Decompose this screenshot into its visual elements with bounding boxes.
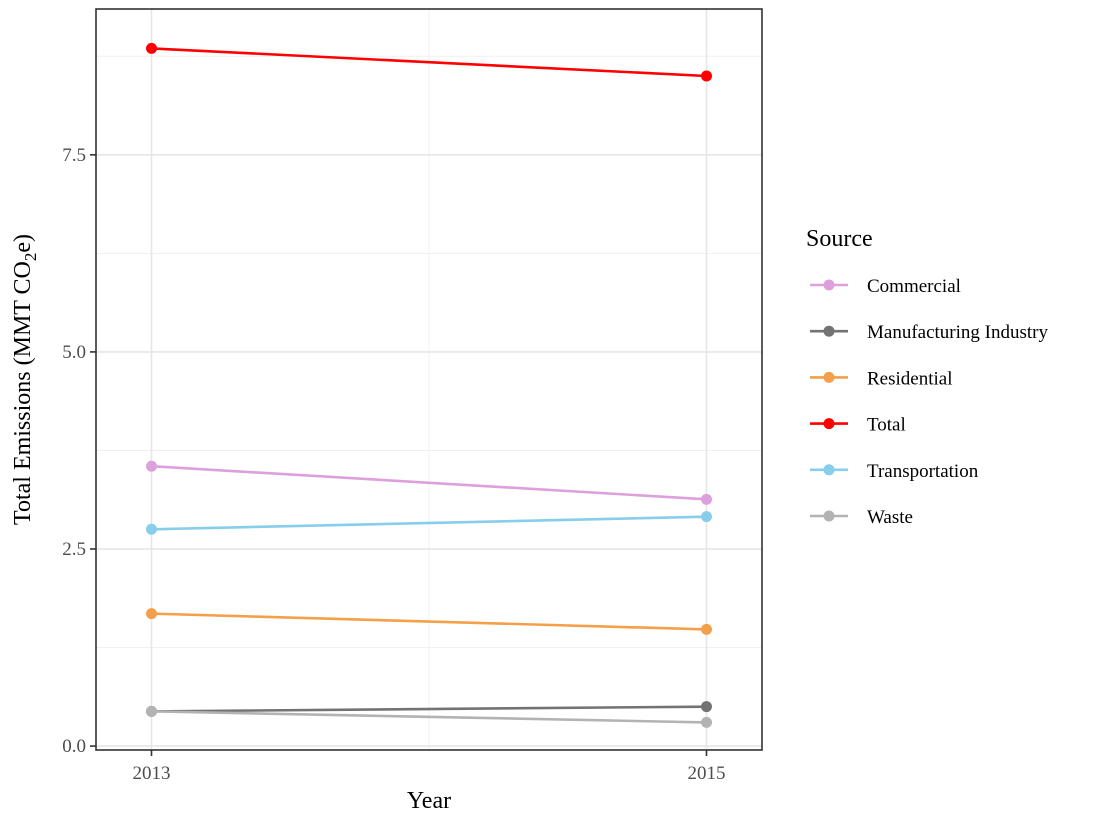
minor-gridlines <box>96 9 762 750</box>
plot-panel <box>95 8 763 751</box>
series-line <box>151 705 707 713</box>
x-axis-title: Year <box>407 788 451 814</box>
legend-key-point <box>823 464 835 476</box>
data-point <box>146 460 157 472</box>
legend-key-point <box>823 510 835 522</box>
x-tick-label: 2013 <box>133 763 171 784</box>
data-point <box>146 523 157 535</box>
y-tick-label: 7.5 <box>62 145 86 166</box>
legend-item-residential: Residential <box>810 368 952 389</box>
legend-label: Total <box>867 415 906 436</box>
legend-label: Transportation <box>867 461 979 482</box>
series-commercial <box>146 460 712 505</box>
y-tick-label: 5.0 <box>62 342 86 363</box>
data-point <box>146 705 157 717</box>
legend: Source Commercial Manufacturing Industry R… <box>806 226 1048 528</box>
legend-key-point <box>823 325 835 337</box>
series-transportation <box>146 511 712 535</box>
y-axis-title-subscript: 2 <box>21 253 40 262</box>
legend-key-point <box>823 418 835 430</box>
series-line <box>151 515 707 531</box>
legend-title: Source <box>806 226 873 252</box>
legend-item-transportation: Transportation <box>810 461 979 482</box>
series-waste <box>146 705 712 728</box>
data-point <box>701 701 712 713</box>
x-axis: 2013 2015 <box>133 750 726 784</box>
data-point <box>701 70 712 82</box>
legend-items: Commercial Manufacturing Industry Resident… <box>810 276 1048 528</box>
legend-label: Commercial <box>867 276 961 297</box>
series-line <box>151 464 707 501</box>
series-line <box>151 47 707 78</box>
legend-item-waste: Waste <box>810 507 913 528</box>
series-layer <box>146 42 712 728</box>
data-point <box>701 716 712 728</box>
y-axis: 0.0 2.5 5.0 7.5 <box>62 145 96 757</box>
legend-label: Residential <box>867 368 952 389</box>
y-axis-title: Total Emissions (MMT CO2e) <box>10 234 40 525</box>
x-tick-label: 2015 <box>688 763 726 784</box>
legend-label: Waste <box>867 507 913 528</box>
data-point <box>701 511 712 523</box>
legend-key-point <box>823 371 835 383</box>
legend-item-total: Total <box>810 415 906 436</box>
data-point <box>701 493 712 505</box>
legend-item-commercial: Commercial <box>810 276 961 297</box>
data-point <box>146 608 157 620</box>
series-total <box>146 42 712 82</box>
series-line <box>151 612 707 631</box>
y-axis-title-prefix: Total Emissions (MMT CO <box>10 261 36 525</box>
legend-key-point <box>823 279 835 291</box>
y-axis-title-suffix: e) <box>10 234 36 253</box>
series-line <box>151 710 707 724</box>
y-tick-label: 2.5 <box>62 539 86 560</box>
data-point <box>146 42 157 54</box>
panel-border <box>95 8 763 751</box>
y-tick-label: 0.0 <box>62 736 86 757</box>
series-residential <box>146 608 712 635</box>
legend-label: Manufacturing Industry <box>867 322 1048 343</box>
legend-item-manufacturing-industry: Manufacturing Industry <box>810 322 1048 343</box>
data-point <box>701 623 712 635</box>
